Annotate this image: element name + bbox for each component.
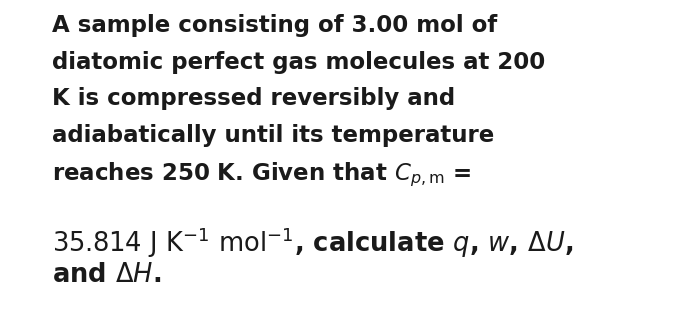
Text: $35.814\ \mathrm{J\ K^{-1}\ mol^{-1}}$, calculate $q$, $w$, $\Delta U$,: $35.814\ \mathrm{J\ K^{-1}\ mol^{-1}}$, … — [52, 225, 574, 260]
Text: adiabatically until its temperature: adiabatically until its temperature — [52, 124, 495, 147]
Text: diatomic perfect gas molecules at 200: diatomic perfect gas molecules at 200 — [52, 51, 546, 73]
Text: reaches 250 K. Given that $C_{p,\mathrm{m}}$ =: reaches 250 K. Given that $C_{p,\mathrm{… — [52, 160, 472, 189]
Text: K is compressed reversibly and: K is compressed reversibly and — [52, 87, 456, 110]
Text: A sample consisting of 3.00 mol of: A sample consisting of 3.00 mol of — [52, 14, 498, 37]
Text: and $\Delta H$.: and $\Delta H$. — [52, 262, 162, 288]
